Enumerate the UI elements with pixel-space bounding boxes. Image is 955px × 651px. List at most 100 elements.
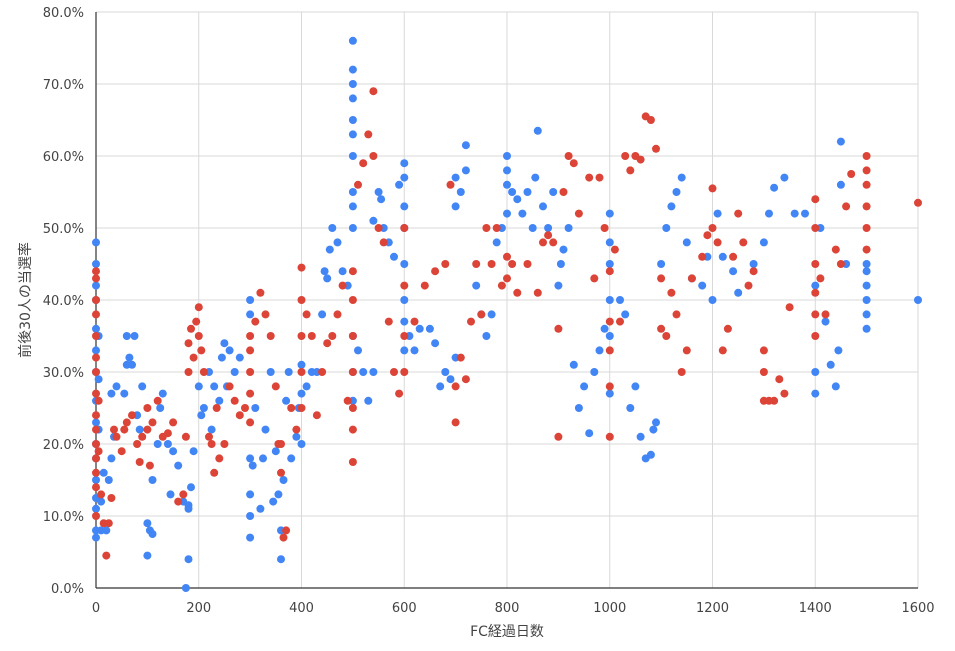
data-point [174,497,183,506]
data-point [333,310,342,319]
data-point [523,188,532,196]
data-point [143,425,152,434]
data-point [348,202,357,211]
data-point [199,404,208,412]
data-point [652,418,660,427]
data-point [279,476,288,484]
data-point [826,360,835,369]
data-point [770,396,779,405]
data-point [197,411,206,420]
data-point [323,339,332,348]
data-point [836,137,845,146]
data-point [513,195,522,204]
data-point [431,267,440,276]
data-point [205,432,213,441]
data-point [765,209,773,218]
data-point [456,188,465,196]
data-point [508,260,517,268]
data-point [605,209,614,218]
data-point [297,263,306,272]
data-point [348,94,357,103]
data-point [104,476,113,484]
data-point [914,296,922,304]
data-point [451,173,460,182]
data-point [199,368,208,376]
data-point [600,224,609,232]
data-point [492,224,501,232]
data-point [605,332,614,340]
data-point [384,317,393,326]
data-point [348,36,357,45]
data-point [467,317,475,326]
x-axis-title: FC経過日数 [470,624,544,640]
data-point [343,396,352,405]
data-point [179,490,188,499]
data-point [148,530,157,538]
data-point [138,432,147,441]
data-point [92,476,100,484]
data-point [246,512,255,520]
data-point [734,209,743,218]
data-point [780,389,789,398]
data-point [92,238,100,247]
data-point [187,324,195,333]
data-point [128,360,136,369]
data-point [672,310,681,319]
data-point [723,324,732,333]
data-point [261,425,270,434]
data-point [436,382,445,391]
data-point [348,404,357,412]
data-point [279,533,288,542]
data-point [374,188,383,196]
data-point [395,180,404,189]
data-point [215,396,224,405]
data-point [184,555,193,564]
data-point [400,332,409,340]
data-point [472,281,481,290]
data-point [92,368,100,376]
data-point [672,188,681,196]
data-point [749,267,758,276]
data-point [348,80,357,88]
data-point [110,425,118,434]
data-point [482,224,491,232]
data-point [246,310,255,319]
data-point [92,512,100,520]
data-point [107,454,116,463]
data-point [92,418,100,427]
data-point [574,404,583,412]
data-point [197,346,206,355]
data-point [811,281,820,290]
data-point [605,346,614,355]
data-point [246,418,255,427]
data-point [246,454,255,463]
data-point [549,238,558,247]
data-point [649,425,658,434]
data-point [616,296,624,304]
data-point [122,332,131,340]
data-point [621,152,630,160]
data-point [400,296,409,304]
x-tick-label: 200 [186,601,211,616]
data-point [153,440,162,448]
data-point [400,173,409,182]
data-point [354,346,362,355]
data-point [187,483,195,492]
x-tick-label: 800 [495,601,520,616]
data-point [667,288,676,297]
data-point [117,447,126,456]
data-point [241,404,249,412]
data-point [862,260,871,268]
data-point [461,141,470,150]
data-point [194,332,203,340]
data-point [687,274,696,283]
data-point [102,551,111,560]
data-point [92,332,100,340]
data-point [166,490,175,499]
data-point [657,260,666,268]
data-point [338,267,347,276]
data-point [307,332,316,340]
data-point [456,353,465,362]
data-point [122,418,131,427]
